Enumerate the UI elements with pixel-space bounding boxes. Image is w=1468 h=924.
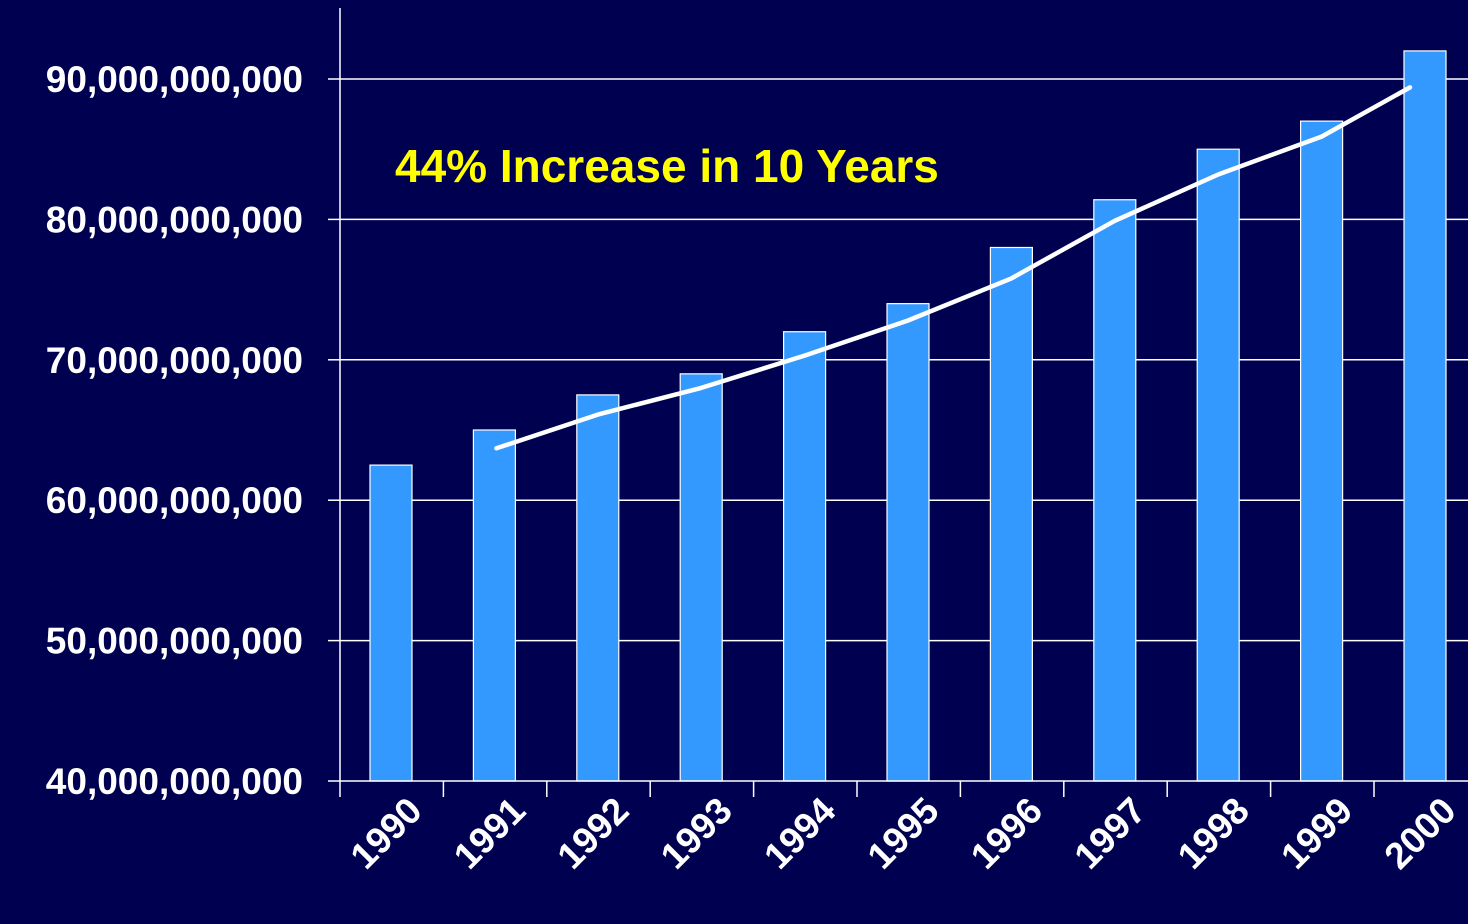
- x-tick-label: 1999: [1273, 790, 1360, 877]
- annotation-label: 44% Increase in 10 Years: [395, 140, 939, 192]
- x-tick-labels: 1990 1991 1992 1993 1994 1995 1996 1997 1998 1999…: [343, 789, 1464, 876]
- bar: [1403, 50, 1447, 782]
- y-tick-label: 90,000,000,000: [46, 59, 303, 100]
- x-tick-label: 1990: [343, 790, 430, 877]
- x-tick-label: 1993: [653, 790, 740, 877]
- x-tick-label: 1994: [756, 789, 843, 876]
- bar: [472, 429, 516, 782]
- bar: [1093, 199, 1137, 782]
- bar: [989, 246, 1034, 782]
- bar: [1196, 148, 1240, 782]
- y-tick-labels: 40,000,000,000 50,000,000,000 60,000,000,0…: [46, 59, 303, 802]
- x-tick-label: 2000: [1377, 790, 1464, 877]
- y-tick-label: 50,000,000,000: [46, 621, 303, 662]
- trend-line-layer: [494, 85, 1413, 451]
- trend-line: [494, 85, 1413, 451]
- bar: [1299, 120, 1344, 782]
- y-tick-label: 70,000,000,000: [46, 340, 303, 381]
- y-tick-label: 40,000,000,000: [46, 761, 303, 802]
- y-tick-label: 60,000,000,000: [46, 480, 303, 521]
- axes: [328, 8, 1468, 797]
- bars: [369, 50, 1447, 782]
- x-tick-label: 1997: [1066, 790, 1153, 877]
- x-tick-label: 1991: [446, 790, 533, 877]
- y-tick-label: 80,000,000,000: [46, 199, 303, 240]
- bar: [886, 303, 930, 782]
- x-tick-label: 1996: [963, 790, 1050, 877]
- x-tick-label: 1998: [1170, 790, 1257, 877]
- bar: [679, 373, 723, 782]
- x-tick-label: 1992: [549, 790, 636, 877]
- bar: [369, 464, 413, 782]
- bar: [576, 394, 620, 782]
- bar: [782, 331, 827, 782]
- x-tick-label: 1995: [860, 790, 947, 877]
